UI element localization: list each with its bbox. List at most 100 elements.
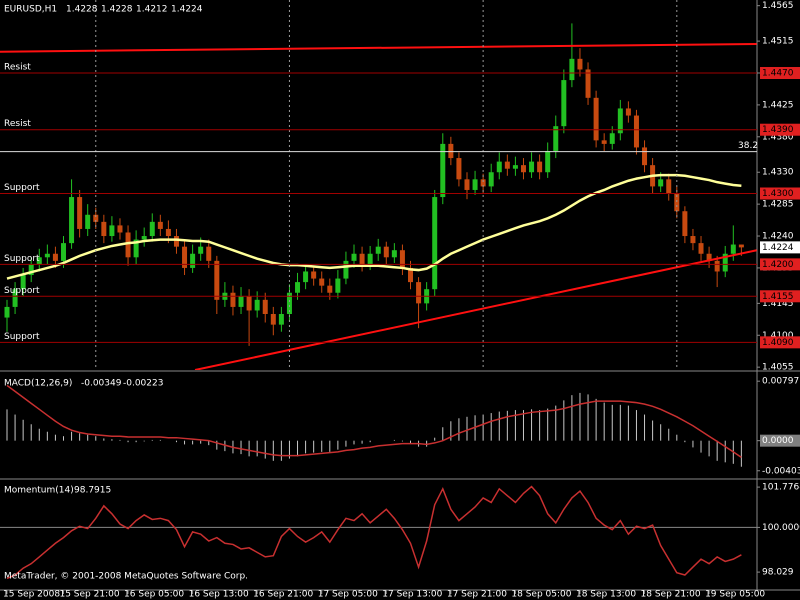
candle-body	[553, 126, 559, 151]
candle-body	[335, 278, 341, 293]
x-tick-label: 19 Sep 05:00	[705, 590, 765, 600]
level-label: Support	[4, 332, 40, 342]
candle-body	[311, 271, 317, 279]
current-price-label: 1.4224	[762, 243, 794, 253]
y-tick-label: 101.7768	[762, 483, 800, 493]
candle-body	[464, 179, 470, 190]
level-label: Support	[4, 254, 40, 264]
x-tick-label: 18 Sep 13:00	[576, 590, 636, 600]
trend-line	[194, 249, 757, 370]
x-tick-label: 18 Sep 21:00	[641, 590, 701, 600]
candle-body	[254, 299, 260, 311]
candle-body	[448, 143, 454, 159]
candle-body	[77, 197, 83, 229]
candle-body	[706, 253, 712, 261]
candle-body	[504, 161, 510, 169]
candle-body	[585, 69, 591, 98]
candle-body	[182, 246, 188, 268]
candle-body	[666, 179, 672, 194]
candle-body	[351, 253, 357, 261]
candle-body	[198, 246, 204, 254]
candle-body	[569, 58, 575, 81]
candle-body	[238, 296, 244, 307]
x-tick-label: 15 Sep 21:00	[59, 590, 119, 600]
candle-body	[456, 158, 462, 180]
candle-body	[60, 243, 66, 261]
candle-body	[367, 253, 373, 265]
candle-body	[149, 221, 155, 237]
candle-body	[529, 161, 535, 173]
candle-body	[85, 214, 91, 229]
candle-body	[12, 289, 18, 307]
candle-body	[28, 264, 34, 276]
title-ohlc: 1.4228	[66, 5, 98, 15]
y-tick-label: 1.4425	[762, 100, 794, 110]
candle-body	[658, 179, 664, 187]
candle-body	[125, 232, 131, 258]
title-value: -0.00223	[123, 379, 163, 389]
level-price-label: 1.4090	[762, 338, 794, 348]
level-price-box	[760, 336, 800, 349]
candle-body	[488, 172, 494, 187]
candle-body	[537, 161, 543, 173]
x-tick-label: 17 Sep 13:00	[382, 590, 442, 600]
candle-body	[593, 97, 599, 141]
candle-body	[738, 244, 744, 248]
candle-body	[714, 260, 720, 272]
y-tick-label: 98.029	[762, 568, 794, 578]
level-price-box	[760, 290, 800, 303]
level-label: Support	[4, 286, 40, 296]
candle-body	[391, 250, 397, 258]
y-tick-label: 1.4285	[762, 200, 794, 210]
level-price-label: 1.4470	[762, 69, 794, 79]
level-price-label: 1.4200	[762, 260, 794, 270]
candle-body	[230, 292, 236, 307]
candle-body	[545, 150, 551, 173]
candle-body	[730, 244, 736, 254]
candle-body	[109, 225, 115, 237]
y-tick-label: 1.4330	[762, 168, 794, 178]
candle-body	[117, 225, 123, 233]
title-ohlc: 1.4224	[171, 5, 203, 15]
candle-body	[440, 143, 446, 198]
candle-body	[214, 260, 220, 300]
y-tick-label: -0.00403	[762, 466, 800, 476]
candle-body	[496, 161, 502, 173]
x-tick-label: 16 Sep 05:00	[124, 590, 184, 600]
candle-body	[190, 253, 196, 268]
candle-body	[633, 115, 639, 148]
candle-body	[157, 221, 163, 229]
current-price-box	[760, 241, 800, 254]
y-tick-label: 1.4240	[762, 232, 794, 242]
moving-average	[6, 173, 742, 280]
candle-body	[375, 246, 381, 254]
y-tick-label: 1.4100	[762, 331, 794, 341]
candle-body	[682, 211, 688, 237]
candle-body	[93, 214, 99, 222]
candle-body	[690, 236, 696, 244]
candle-body	[303, 271, 309, 283]
panel-title: Momentum(14)	[4, 486, 74, 496]
title-ohlc: 1.4212	[136, 5, 168, 15]
candle-body	[698, 243, 704, 254]
x-tick-label: 16 Sep 21:00	[253, 590, 313, 600]
x-tick-label: 17 Sep 21:00	[447, 590, 507, 600]
candle-body	[286, 292, 292, 315]
y-tick-highlight	[760, 434, 800, 447]
candle-body	[601, 140, 607, 144]
y-tick-label: 1.4380	[762, 132, 794, 142]
level-price-label: 1.4155	[762, 292, 794, 302]
title-ohlc: 1.4228	[101, 5, 133, 15]
panel-title: MACD(12,26,9)	[4, 379, 72, 389]
title-value: 98.7915	[74, 486, 111, 496]
y-tick-label: 100.0000	[762, 523, 800, 533]
candle-body	[577, 58, 583, 70]
macd-signal	[6, 384, 742, 458]
candle-body	[432, 197, 438, 290]
candle-body	[141, 236, 147, 240]
title-value: -0.00349	[81, 379, 122, 389]
level-price-label: 1.4300	[762, 189, 794, 199]
